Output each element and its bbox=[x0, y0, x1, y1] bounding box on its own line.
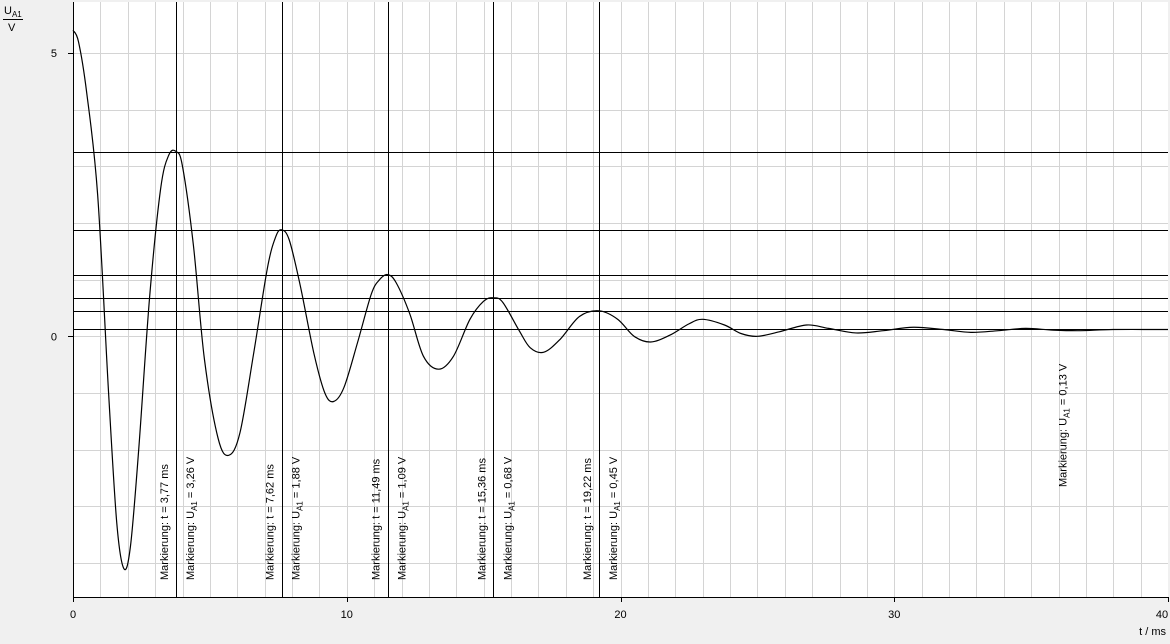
x-tick-label: 20 bbox=[614, 609, 626, 621]
reference-lines bbox=[73, 152, 1168, 330]
y-axis-unit: V bbox=[8, 22, 16, 34]
y-tick-label: 5 bbox=[51, 48, 57, 60]
marker-time-label: Markierung: t = 11,49 ms bbox=[371, 458, 383, 580]
plot-area bbox=[73, 2, 1168, 597]
data-series-line bbox=[72, 30, 1169, 571]
marker-voltage-label: Markierung: UA1 = 0,68 V bbox=[502, 456, 516, 580]
marker-time-label: Markierung: t = 15,36 ms bbox=[476, 458, 488, 580]
grid bbox=[73, 2, 1168, 597]
marker-voltage-label: Markierung: UA1 = 3,26 V bbox=[185, 456, 199, 580]
marker-voltage-label: Markierung: UA1 = 0,45 V bbox=[608, 456, 622, 580]
y-tick-label: 0 bbox=[51, 331, 57, 343]
marker-voltage-label: Markierung: UA1 = 1,09 V bbox=[397, 456, 411, 580]
x-axis-label: t / ms bbox=[1139, 626, 1166, 638]
marker-time-label: Markierung: t = 19,22 ms bbox=[582, 458, 594, 580]
marker-voltage-label: Markierung: UA1 = 1,88 V bbox=[291, 456, 305, 580]
marker-lines bbox=[176, 2, 600, 597]
x-tick-label: 0 bbox=[70, 609, 76, 621]
marker-time-label: Markierung: t = 3,77 ms bbox=[159, 464, 171, 580]
axes bbox=[68, 2, 1169, 602]
x-tick-label: 30 bbox=[888, 609, 900, 621]
x-tick-label: 40 bbox=[1156, 609, 1168, 621]
marker-time-label: Markierung: t = 7,62 ms bbox=[265, 464, 277, 580]
y-axis-quantity: UA1 bbox=[4, 5, 22, 19]
annotation-voltage-label: Markierung: UA1 = 0,13 V bbox=[1058, 363, 1072, 487]
x-tick-label: 10 bbox=[341, 609, 353, 621]
